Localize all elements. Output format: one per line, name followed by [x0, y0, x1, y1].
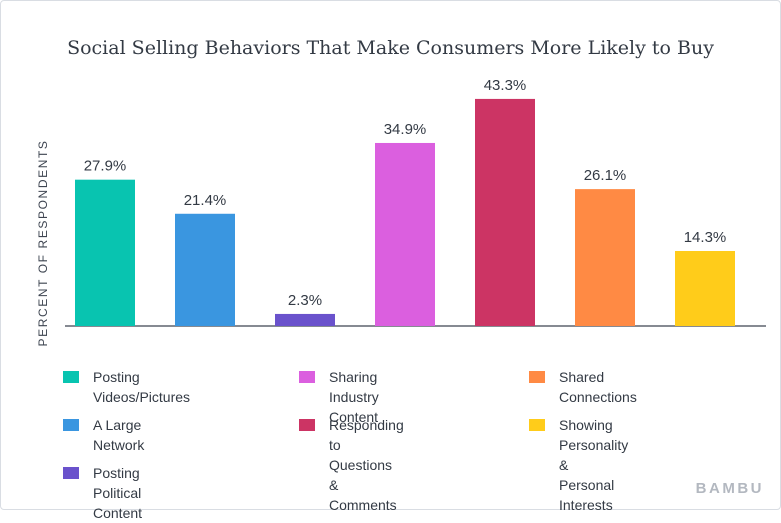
bar-value-label-3: 2.3%	[288, 292, 322, 309]
bar-chart: 27.9% 21.4% 2.3% 34.9% 43.3% 26.1% 14.3%	[65, 77, 766, 327]
legend-item-3: Posting Political Content	[63, 463, 142, 523]
bar-value-label-1: 27.9%	[84, 158, 127, 175]
legend-item-7: Showing Personality & Personal Interests	[529, 415, 628, 515]
legend-label-5: Responding to Questions & Comments	[329, 417, 404, 513]
legend-swatch-6	[529, 371, 545, 383]
legend-item-1: Posting Videos/Pictures	[63, 367, 190, 407]
legend-swatch-7	[529, 419, 545, 431]
bar-7	[675, 251, 735, 326]
legend-label-7: Showing Personality & Personal Interests	[559, 417, 629, 513]
bar-2	[175, 213, 235, 326]
legend-item-5: Responding to Questions & Comments	[299, 415, 404, 515]
brand-logo: BAMBU	[695, 480, 764, 497]
bar-value-label-4: 34.9%	[384, 121, 427, 138]
legend-swatch-4	[299, 371, 315, 383]
legend-swatch-1	[63, 371, 79, 383]
legend-item-4: Sharing Industry Content	[299, 367, 379, 427]
bar-value-label-7: 14.3%	[684, 229, 727, 246]
bar-5	[475, 98, 535, 326]
legend-label-4: Sharing Industry Content	[329, 369, 379, 425]
legend-label-1: Posting Videos/Pictures	[93, 369, 191, 405]
bar-1	[75, 179, 135, 326]
legend-swatch-5	[299, 419, 315, 431]
legend-item-2: A Large Network	[63, 415, 144, 455]
bar-6	[575, 189, 635, 326]
legend-label-3: Posting Political Content	[93, 465, 143, 521]
bar-3	[275, 313, 335, 326]
bar-value-label-5: 43.3%	[484, 77, 527, 94]
chart-title: Social Selling Behaviors That Make Consu…	[67, 37, 714, 59]
bar-value-label-2: 21.4%	[184, 192, 227, 209]
legend-swatch-2	[63, 419, 79, 431]
legend-label-6: Shared Connections	[559, 369, 637, 405]
legend-swatch-3	[63, 467, 79, 479]
bar-4	[375, 142, 435, 326]
legend-item-6: Shared Connections	[529, 367, 637, 407]
legend-label-2: A Large Network	[93, 417, 145, 453]
bar-value-label-6: 26.1%	[584, 167, 627, 184]
